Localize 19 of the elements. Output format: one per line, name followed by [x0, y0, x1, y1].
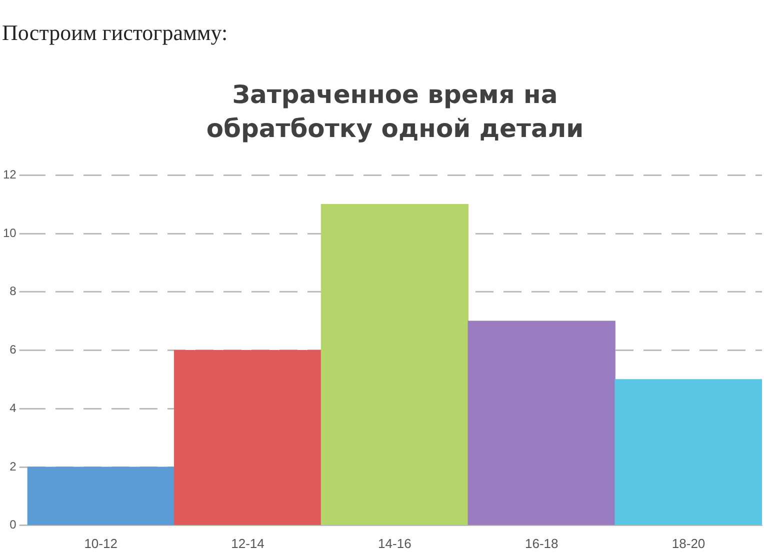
- bar: [174, 350, 322, 525]
- bar: [614, 379, 762, 525]
- bar: [27, 466, 175, 525]
- y-tick-label: 4: [10, 400, 17, 415]
- text: Построим гистограмму:: [2, 20, 228, 46]
- bar: [468, 320, 616, 525]
- y-tick-label: 6: [10, 342, 17, 357]
- y-tick-label: 0: [10, 518, 17, 532]
- x-tick-label: 10-12: [84, 536, 118, 551]
- y-tick-label: 10: [2, 226, 17, 240]
- y-tick-label: 12: [2, 168, 17, 182]
- y-tick-label: 8: [10, 284, 17, 298]
- bar: [320, 204, 468, 525]
- x-tick-label: 18-20: [672, 536, 706, 551]
- y-tick-label: 2: [10, 459, 17, 474]
- x-tick-label: 16-18: [524, 536, 558, 551]
- x-tick-label: 12-14: [231, 536, 264, 551]
- chart-title: Затраченное время на обратботку одной детали: [205, 79, 585, 145]
- x-tick-label: 14-16: [378, 536, 412, 551]
